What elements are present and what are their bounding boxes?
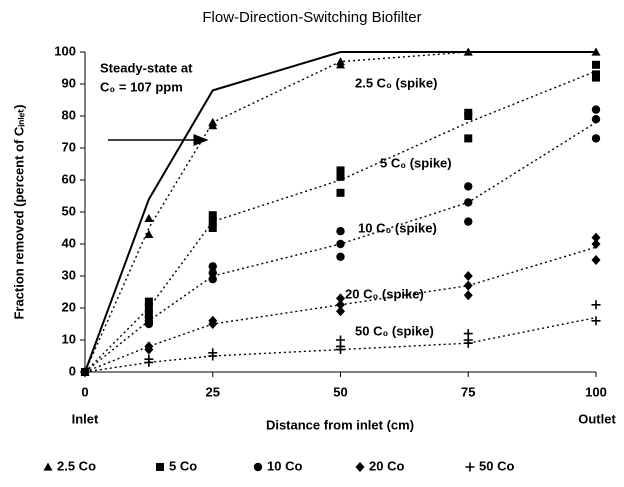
y-tick-label: 0	[69, 363, 76, 378]
marker-circle	[208, 275, 217, 284]
marker-circle	[336, 252, 345, 261]
trend-line	[84, 316, 597, 373]
y-tick-label: 90	[62, 75, 76, 90]
marker-diamond	[336, 293, 345, 304]
marker-square	[208, 211, 217, 220]
marker-diamond	[463, 290, 473, 301]
marker-square	[156, 463, 164, 471]
marker-square	[464, 134, 473, 143]
y-tick-label: 80	[62, 107, 76, 122]
annotation: C₀ = 107 ppm	[100, 79, 183, 94]
x-tick-label: 25	[206, 384, 220, 399]
marker-diamond	[336, 306, 345, 317]
trend-line	[84, 246, 597, 373]
marker-plus	[208, 351, 218, 361]
marker-square	[592, 73, 600, 82]
marker-circle	[144, 319, 154, 329]
marker-square	[144, 304, 153, 312]
marker-plus	[591, 316, 601, 326]
y-tick-label: 60	[62, 171, 76, 186]
x-tick-label: 50	[333, 384, 347, 399]
marker-triangle	[144, 213, 154, 222]
marker-circle	[591, 105, 601, 114]
x-axis-label: Distance from inlet (cm)	[266, 417, 414, 432]
marker-circle	[253, 462, 263, 472]
marker-triangle	[336, 60, 345, 69]
marker-triangle	[463, 47, 473, 56]
trend-line	[84, 121, 597, 373]
marker-diamond	[336, 299, 345, 310]
x-end-label: Inlet	[72, 411, 99, 426]
x-tick-label: 0	[81, 384, 88, 399]
marker-circle	[591, 134, 601, 143]
annotation: 20 C₀ (spike)	[345, 286, 424, 301]
legend-label: 10 Co	[267, 458, 302, 473]
marker-diamond	[144, 344, 154, 355]
annotation: 2.5 C₀ (spike)	[355, 75, 437, 90]
marker-circle	[208, 262, 217, 271]
trend-line	[84, 70, 597, 373]
marker-square	[208, 217, 217, 226]
marker-diamond	[463, 271, 473, 281]
marker-diamond	[208, 319, 218, 329]
marker-circle	[336, 227, 345, 236]
annotation: 5 C₀ (spike)	[380, 155, 452, 170]
y-tick-label: 40	[62, 235, 76, 250]
x-tick-label: 75	[461, 384, 475, 399]
marker-circle	[208, 268, 217, 277]
marker-square	[336, 166, 345, 175]
legend-label: 50 Co	[479, 458, 514, 473]
x-end-label: Outlet	[578, 411, 616, 426]
marker-diamond	[355, 462, 365, 472]
legend-label: 20 Co	[369, 458, 404, 473]
y-tick-label: 10	[62, 331, 76, 346]
marker-plus	[80, 367, 90, 377]
marker-circle	[591, 115, 601, 124]
annotation: Steady-state at	[100, 60, 193, 75]
marker-square	[592, 60, 600, 69]
y-tick-label: 100	[54, 43, 76, 58]
marker-triangle	[43, 462, 53, 471]
marker-triangle	[591, 47, 601, 56]
y-tick-label: 50	[62, 203, 76, 218]
marker-square	[208, 224, 217, 232]
marker-plus	[336, 345, 345, 355]
marker-triangle	[208, 121, 218, 130]
marker-square	[336, 188, 345, 197]
marker-plus	[591, 300, 601, 310]
marker-square	[144, 297, 153, 306]
chart-title: Flow-Direction-Switching Biofilter	[202, 9, 421, 26]
marker-triangle	[144, 229, 154, 238]
legend-label: 5 Co	[169, 458, 197, 473]
marker-circle	[336, 239, 345, 249]
trend-line	[84, 51, 596, 373]
marker-square	[464, 112, 473, 120]
marker-plus	[463, 338, 473, 348]
marker-diamond	[591, 239, 601, 249]
annotation: 10 C₀ (spike)	[358, 220, 437, 235]
marker-circle	[464, 198, 473, 207]
marker-diamond	[591, 255, 601, 265]
y-tick-label: 20	[62, 299, 76, 314]
annotation: 50 C₀ (spike)	[355, 323, 434, 338]
marker-plus	[465, 462, 475, 472]
trend-line	[84, 51, 596, 373]
marker-square	[336, 172, 345, 181]
y-tick-label: 70	[62, 139, 76, 154]
marker-diamond	[591, 232, 601, 243]
y-tick-label: 30	[62, 267, 76, 282]
marker-circle	[464, 182, 473, 191]
x-tick-label: 100	[585, 384, 607, 399]
y-axis-label: Fraction removed (percent of Cᵢₙₗₑₜ)	[11, 104, 26, 319]
marker-circle	[464, 217, 473, 226]
legend-label: 2.5 Co	[57, 458, 96, 473]
marker-plus	[144, 357, 154, 367]
marker-diamond	[463, 280, 473, 291]
